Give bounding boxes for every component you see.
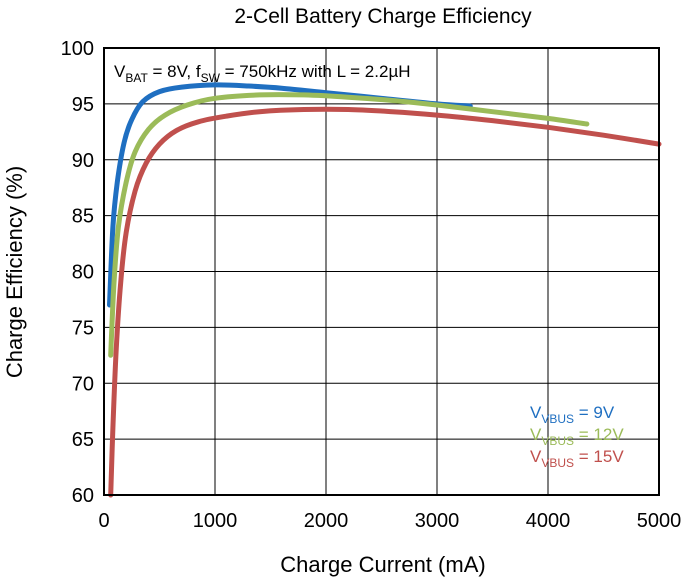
conditions-annotation: VBAT = 8V, fSW = 750kHz with L = 2.2µH [114, 62, 411, 85]
y-tick-label: 100 [61, 38, 94, 60]
x-tick-label: 4000 [526, 510, 571, 532]
y-tick-label: 80 [72, 262, 94, 284]
x-tick-labels: 0 1000 2000 3000 4000 5000 [98, 510, 681, 532]
x-tick-label: 1000 [193, 510, 238, 532]
y-tick-label: 85 [72, 206, 94, 228]
y-tick-label: 95 [72, 94, 94, 116]
x-tick-label: 2000 [304, 510, 349, 532]
gridlines [103, 47, 660, 496]
legend-entry-3: VVBUS = 15V [530, 447, 624, 470]
y-tick-label: 60 [72, 485, 94, 507]
plot-frame [103, 47, 660, 496]
series-lines [107, 82, 662, 498]
x-tick-label: 3000 [415, 510, 460, 532]
y-tick-labels: 60 65 70 75 80 85 90 95 100 [61, 38, 94, 507]
legend-entry-2: VVBUS = 12V [530, 425, 624, 448]
y-tick-label: 75 [72, 317, 94, 339]
y-tick-label: 70 [72, 373, 94, 395]
y-tick-label: 90 [72, 150, 94, 172]
chart-title: 2-Cell Battery Charge Efficiency [234, 5, 532, 28]
x-axis-label: Charge Current (mA) [280, 552, 485, 577]
y-tick-label: 65 [72, 429, 94, 451]
series-line-3 [108, 106, 662, 498]
x-tick-label: 0 [98, 510, 109, 532]
legend-entry-1: VVBUS = 9V [530, 403, 615, 426]
series-line-2 [108, 92, 590, 358]
x-tick-label: 5000 [637, 510, 682, 532]
y-axis-label: Charge Efficiency (%) [2, 166, 27, 378]
